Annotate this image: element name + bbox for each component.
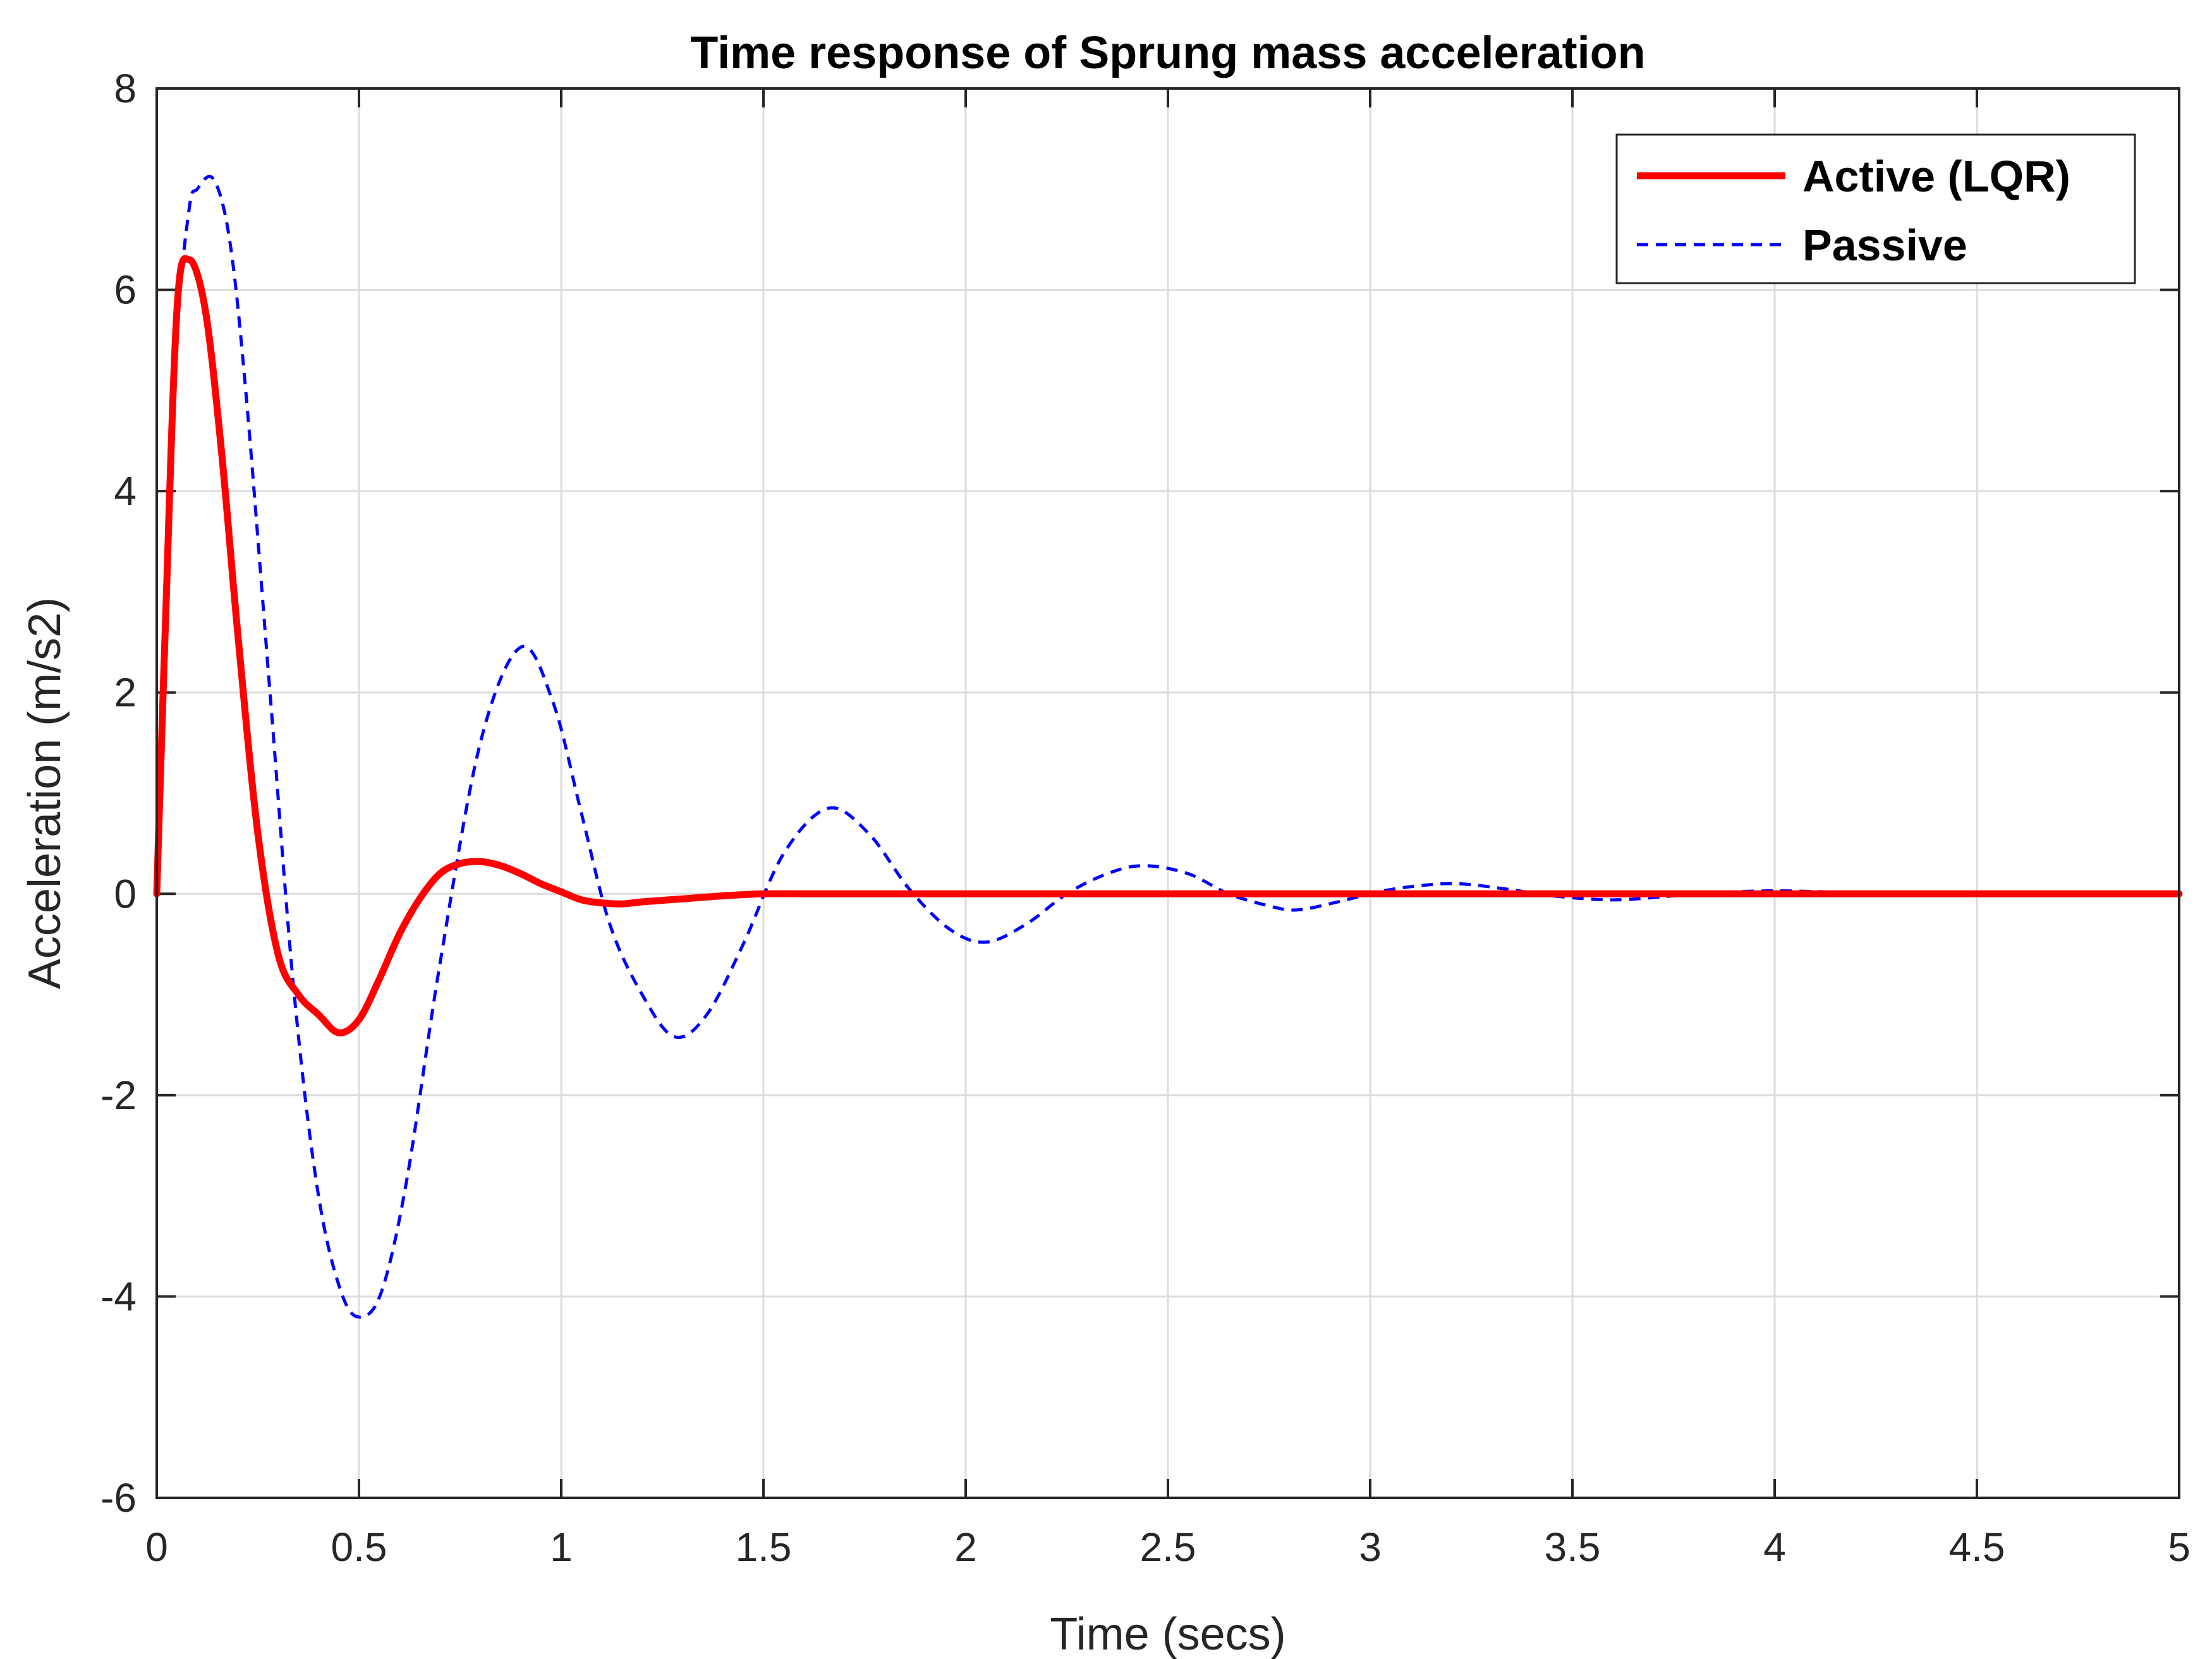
series-line-passive [155,174,2179,1319]
legend-label-active: Active (LQR) [1802,152,2070,201]
y-tick-label: -4 [100,1273,137,1319]
y-tick-label: -2 [100,1073,137,1118]
x-tick-label: 1 [550,1524,573,1570]
y-tick-label: 0 [114,871,137,916]
y-tick-label: 6 [114,267,137,313]
series-line-active [153,255,2183,1036]
x-tick-label: 5 [2168,1524,2191,1570]
y-tick-label: 8 [114,66,137,111]
y-tick-label: -6 [100,1475,137,1521]
x-tick-label: 4 [1763,1524,1786,1570]
y-axis-label: Acceleration (m/s2) [20,597,70,989]
x-tick-label: 3 [1359,1524,1382,1570]
x-tick-label: 2 [954,1524,977,1570]
legend-label-passive: Passive [1802,221,1967,270]
chart-title: Time response of Sprung mass acceleratio… [690,28,1645,78]
x-tick-label: 3.5 [1545,1524,1601,1570]
y-tick-label: 2 [114,670,137,715]
x-tick-labels: 0 0.5 1 1.5 2 2.5 3 3.5 4 4.5 5 [145,1524,2191,1570]
x-tick-label: 2.5 [1140,1524,1196,1570]
x-tick-label: 1.5 [736,1524,792,1570]
x-tick-label: 0 [145,1524,168,1570]
series-lines [153,174,2183,1319]
y-tick-label: 4 [114,468,137,514]
legend-box [1615,133,2136,284]
x-tick-label: 4.5 [1949,1524,2005,1570]
plot-frame [155,87,2180,1499]
y-tick-labels: -6 -4 -2 0 2 4 6 8 [100,66,137,1521]
x-axis-label: Time (secs) [1050,1609,1285,1659]
x-tick-label: 0.5 [331,1524,387,1570]
legend: Active (LQR) Passive [1615,133,2136,284]
